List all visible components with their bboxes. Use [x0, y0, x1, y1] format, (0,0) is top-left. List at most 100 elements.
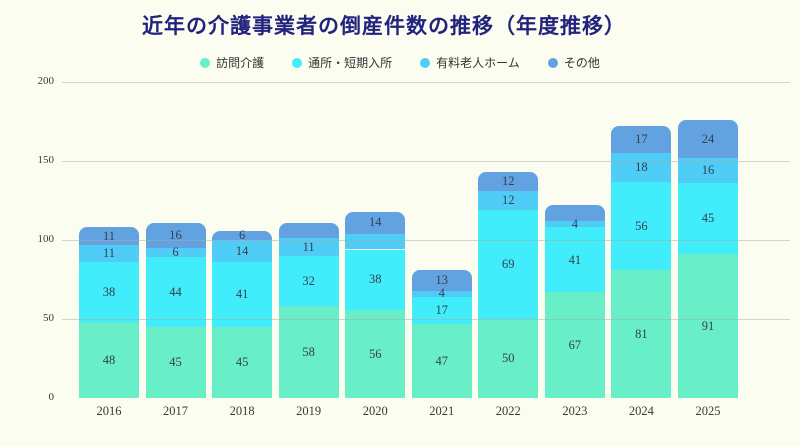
y-axis-tick-label: 150: [37, 154, 55, 166]
bar-segment: 56: [611, 181, 672, 271]
bar-segment: 41: [544, 227, 605, 293]
legend-item-1: 通所・短期入所: [292, 54, 392, 71]
bar-segment: 14: [345, 211, 406, 234]
legend-dot-icon: [200, 57, 211, 68]
segment-value-label: 45: [169, 355, 182, 370]
bar-segment: 13: [411, 270, 472, 291]
gridline-50: [62, 319, 790, 320]
bar-segment: 58: [278, 306, 339, 398]
bar-segment: 32: [278, 255, 339, 307]
bar-segment: 11: [79, 244, 139, 263]
segment-value-label: 45: [235, 355, 249, 370]
segment-value-label: 81: [635, 326, 648, 341]
segment-value-label: 67: [568, 337, 582, 352]
segment-value-label: 4: [571, 216, 578, 231]
x-axis-tick-label: 2025: [695, 404, 721, 418]
legend-dot-icon: [420, 57, 431, 68]
legend-dot-icon: [547, 57, 558, 68]
segment-value-label: 13: [435, 273, 449, 288]
bar-group-2025: 91 45 16 24: [677, 119, 738, 398]
plot-area: 48 38 11 11 45 44 6 16 45 41 14 6 58 32 11 56 38 14 47 17 4 1…: [62, 82, 790, 398]
bar-segment: 6: [145, 245, 206, 260]
bar-segment: 45: [212, 326, 273, 398]
x-axis-tick-label: 2022: [495, 404, 521, 418]
segment-value-label: 50: [502, 351, 515, 366]
bar-group-2016: 48 38 11 11: [79, 227, 139, 398]
x-axis-tick-label: 2016: [96, 404, 122, 418]
bar-segment: 6: [212, 228, 273, 243]
bar-segment: 56: [345, 309, 406, 398]
segment-value-label: 11: [302, 239, 315, 254]
bar-segment: 50: [478, 319, 539, 398]
bar-group-2017: 45 44 6 16: [145, 222, 206, 398]
segment-value-label: 6: [172, 245, 179, 260]
legend: 訪問介護 通所・短期入所 有料老人ホーム その他: [0, 54, 800, 71]
segment-value-label: 17: [635, 132, 648, 147]
gridline-150: [62, 161, 790, 162]
segment-value-label: 11: [102, 246, 116, 261]
y-axis-tick-label: 0: [48, 391, 55, 403]
legend-item-2: 有料老人ホーム: [420, 54, 520, 71]
segment-value-label: 48: [102, 352, 116, 367]
segment-value-label: 4: [438, 286, 445, 301]
segment-value-label: 12: [502, 193, 515, 208]
bar-segment: 44: [145, 257, 206, 327]
segment-value-label: 69: [502, 257, 515, 272]
bar-segment: 38: [79, 262, 139, 323]
x-axis-tick-label: 2023: [562, 404, 588, 418]
segment-value-label: 16: [701, 163, 715, 178]
bar-segment: [345, 233, 406, 250]
y-axis-tick-label: 200: [37, 75, 55, 87]
legend-label: 有料老人ホーム: [436, 56, 520, 70]
gridline-100: [62, 240, 790, 241]
bar-segment: 38: [345, 249, 406, 310]
bar-segment: 14: [212, 240, 273, 263]
bar-segment: 45: [677, 183, 738, 255]
segment-value-label: 56: [368, 346, 382, 361]
segment-value-label: 14: [368, 215, 382, 230]
segment-value-label: 41: [235, 287, 249, 302]
segment-value-label: 18: [635, 160, 648, 175]
segment-value-label: 24: [701, 131, 715, 146]
x-axis-tick-label: 2021: [429, 404, 455, 418]
y-axis-tick-label: 100: [37, 233, 55, 245]
bar-segment: 81: [611, 270, 672, 398]
x-axis-tick-label: 2020: [362, 404, 388, 418]
legend-label: 通所・短期入所: [308, 56, 393, 70]
bar-group-2022: 50 69 12 12: [478, 172, 539, 398]
segment-value-label: 38: [102, 284, 116, 299]
segment-value-label: 16: [169, 228, 182, 243]
bar-segment: 18: [611, 153, 672, 182]
bar-segment: 11: [278, 238, 339, 256]
segment-value-label: 38: [368, 272, 382, 287]
bar-segment: 67: [544, 292, 605, 398]
bar-group-2020: 56 38 14: [345, 211, 406, 398]
segment-value-label: 91: [701, 318, 715, 333]
x-axis-tick-label: 2017: [163, 404, 189, 418]
bar-segment: 41: [212, 262, 273, 327]
y-axis-tick-label: 50: [43, 312, 54, 324]
legend-item-0: 訪問介護: [200, 54, 264, 71]
bar-segment: 16: [677, 157, 738, 184]
bar-segment: 4: [544, 218, 605, 230]
bar-segment: 45: [145, 326, 206, 398]
segment-value-label: 11: [102, 228, 116, 243]
chart-title: 近年の介護事業者の倒産件数の推移（年度推移）: [142, 15, 626, 38]
legend-item-3: その他: [547, 54, 600, 71]
segment-value-label: 6: [238, 228, 246, 243]
segment-value-label: 44: [169, 284, 182, 299]
bar-segment: [544, 205, 605, 222]
bar-segment: 24: [677, 119, 738, 158]
legend-dot-icon: [292, 57, 303, 68]
bar-segment: 12: [478, 191, 539, 210]
segment-value-label: 17: [435, 303, 449, 318]
bar-group-2024: 81 56 18 17: [611, 126, 672, 398]
segment-value-label: 12: [502, 174, 515, 189]
legend-label: その他: [563, 56, 600, 70]
gridline-200: [62, 82, 790, 83]
segment-value-label: 56: [635, 218, 648, 233]
bar-group-2023: 67 41 4: [544, 205, 605, 398]
bar-group-2019: 58 32 11: [278, 222, 339, 398]
x-axis-tick-label: 2018: [229, 404, 255, 418]
